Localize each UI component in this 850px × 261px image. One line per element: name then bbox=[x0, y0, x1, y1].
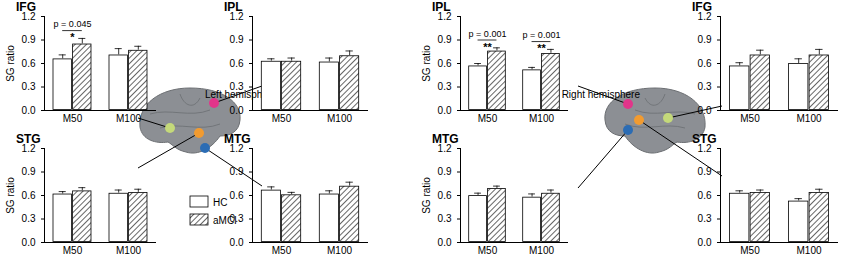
svg-text:0.3: 0.3 bbox=[22, 81, 36, 92]
svg-text:p = 0.045: p = 0.045 bbox=[54, 19, 92, 29]
svg-text:M50: M50 bbox=[478, 113, 498, 124]
svg-text:M50: M50 bbox=[740, 113, 760, 124]
svg-text:M50: M50 bbox=[63, 113, 83, 124]
svg-text:HC: HC bbox=[213, 197, 227, 208]
svg-text:M100: M100 bbox=[327, 245, 352, 256]
svg-text:0.3: 0.3 bbox=[230, 213, 244, 224]
svg-text:SG ratio: SG ratio bbox=[5, 45, 16, 82]
svg-text:0.3: 0.3 bbox=[438, 213, 452, 224]
svg-text:0.9: 0.9 bbox=[230, 166, 244, 177]
svg-text:0.6: 0.6 bbox=[438, 58, 452, 69]
svg-text:0.6: 0.6 bbox=[22, 58, 36, 69]
svg-text:0.0: 0.0 bbox=[230, 237, 244, 248]
svg-text:0.9: 0.9 bbox=[22, 166, 36, 177]
svg-text:0.3: 0.3 bbox=[698, 213, 712, 224]
svg-text:M50: M50 bbox=[63, 245, 83, 256]
svg-text:0.9: 0.9 bbox=[438, 34, 452, 45]
svg-text:*: * bbox=[70, 31, 75, 43]
svg-text:0.0: 0.0 bbox=[698, 105, 712, 116]
svg-text:Right hemisphere: Right hemisphere bbox=[562, 89, 641, 100]
svg-text:SG ratio: SG ratio bbox=[5, 177, 16, 214]
svg-text:M100: M100 bbox=[796, 113, 821, 124]
svg-text:0.6: 0.6 bbox=[438, 190, 452, 201]
svg-text:0.0: 0.0 bbox=[438, 237, 452, 248]
svg-text:0.9: 0.9 bbox=[230, 34, 244, 45]
svg-text:M50: M50 bbox=[272, 113, 292, 124]
svg-text:**: ** bbox=[537, 42, 546, 54]
svg-text:SG ratio: SG ratio bbox=[421, 177, 432, 214]
svg-text:p = 0.001: p = 0.001 bbox=[523, 30, 561, 40]
svg-text:0.6: 0.6 bbox=[230, 190, 244, 201]
svg-text:0.0: 0.0 bbox=[22, 105, 36, 116]
svg-text:0.0: 0.0 bbox=[698, 237, 712, 248]
svg-text:M100: M100 bbox=[116, 245, 141, 256]
svg-text:M100: M100 bbox=[529, 245, 554, 256]
svg-text:0.0: 0.0 bbox=[22, 237, 36, 248]
svg-text:0.9: 0.9 bbox=[22, 34, 36, 45]
svg-text:M100: M100 bbox=[116, 113, 141, 124]
svg-text:M50: M50 bbox=[272, 245, 292, 256]
svg-text:0.9: 0.9 bbox=[698, 34, 712, 45]
svg-text:0.3: 0.3 bbox=[438, 81, 452, 92]
svg-text:M100: M100 bbox=[327, 113, 352, 124]
svg-text:M50: M50 bbox=[740, 245, 760, 256]
svg-text:0.6: 0.6 bbox=[230, 58, 244, 69]
svg-text:M100: M100 bbox=[796, 245, 821, 256]
svg-text:M100: M100 bbox=[529, 113, 554, 124]
svg-text:0.6: 0.6 bbox=[22, 190, 36, 201]
svg-text:0.0: 0.0 bbox=[230, 105, 244, 116]
svg-text:p = 0.001: p = 0.001 bbox=[469, 29, 507, 39]
svg-text:0.6: 0.6 bbox=[698, 58, 712, 69]
svg-text:SG ratio: SG ratio bbox=[421, 45, 432, 82]
svg-text:0.9: 0.9 bbox=[438, 166, 452, 177]
svg-text:**: ** bbox=[483, 41, 492, 53]
svg-text:0.9: 0.9 bbox=[698, 166, 712, 177]
svg-text:0.3: 0.3 bbox=[230, 81, 244, 92]
svg-text:0.6: 0.6 bbox=[698, 190, 712, 201]
svg-text:0.3: 0.3 bbox=[22, 213, 36, 224]
svg-text:0.0: 0.0 bbox=[438, 105, 452, 116]
svg-text:0.3: 0.3 bbox=[698, 81, 712, 92]
svg-text:M50: M50 bbox=[478, 245, 498, 256]
